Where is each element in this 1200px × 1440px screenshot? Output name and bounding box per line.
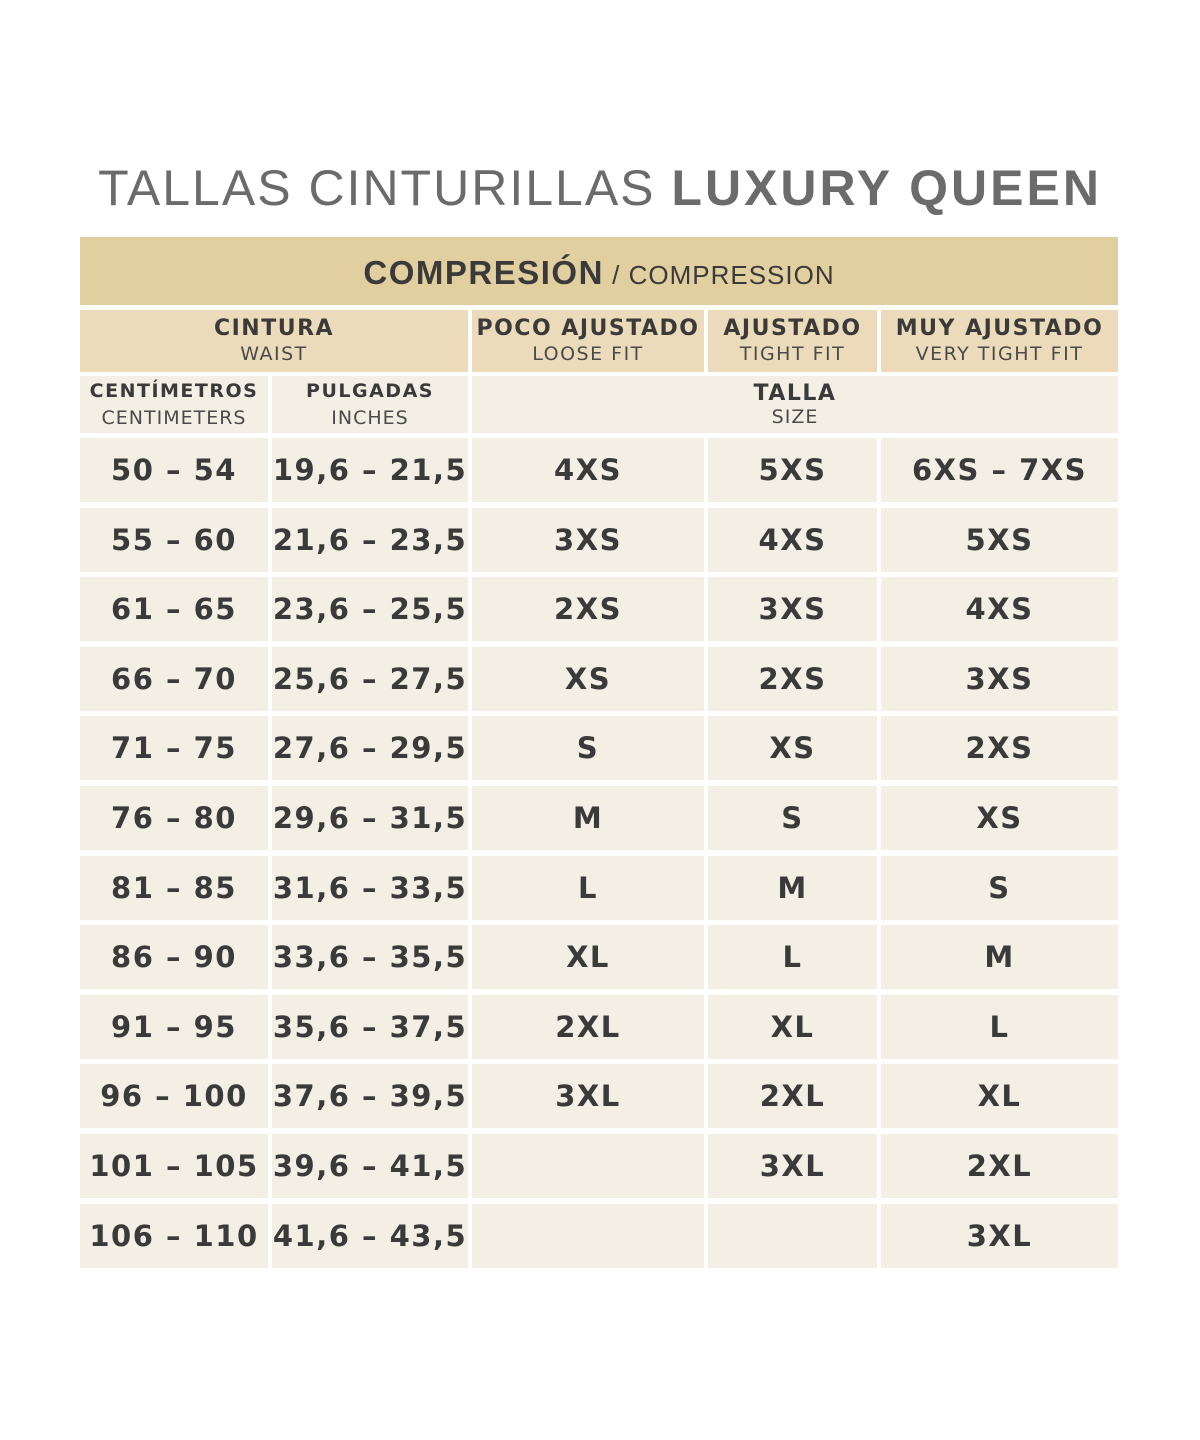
cell-tight-fit-size: 2XS xyxy=(708,647,877,711)
cell-very-tight-fit-size: 3XL xyxy=(881,1204,1118,1268)
cell-very-tight-fit-size: 4XS xyxy=(881,577,1118,641)
cell-centimeters: 86 – 90 xyxy=(80,925,268,989)
header-waist-en: WAIST xyxy=(240,343,308,365)
header-very-tight-en: VERY TIGHT FIT xyxy=(915,343,1084,365)
cell-loose-fit-size: M xyxy=(472,786,704,850)
header-waist: CINTURA WAIST xyxy=(80,310,468,372)
header-tight-fit: AJUSTADO TIGHT FIT xyxy=(708,310,877,372)
cell-tight-fit-size: 3XL xyxy=(708,1134,877,1198)
header-centimeters: CENTÍMETROS CENTIMETERS xyxy=(80,376,268,433)
header-size-en: SIZE xyxy=(771,405,819,428)
page-title: TALLAS CINTURILLAS LUXURY QUEEN xyxy=(0,158,1200,218)
header-loose-es: POCO AJUSTADO xyxy=(476,316,700,341)
cell-inches: 41,6 – 43,5 xyxy=(272,1204,468,1268)
cell-loose-fit-size: 3XS xyxy=(472,508,704,572)
cell-loose-fit-size: XL xyxy=(472,925,704,989)
cell-loose-fit-size: L xyxy=(472,856,704,920)
cell-centimeters: 81 – 85 xyxy=(80,856,268,920)
cell-inches: 23,6 – 25,5 xyxy=(272,577,468,641)
cell-very-tight-fit-size: 2XL xyxy=(881,1134,1118,1198)
cell-loose-fit-size: S xyxy=(472,716,704,780)
title-light: TALLAS CINTURILLAS xyxy=(98,160,672,216)
header-very-tight-es: MUY AJUSTADO xyxy=(895,316,1104,341)
cell-centimeters: 50 – 54 xyxy=(80,438,268,502)
cell-tight-fit-size: M xyxy=(708,856,877,920)
cell-tight-fit-size: S xyxy=(708,786,877,850)
cell-inches: 27,6 – 29,5 xyxy=(272,716,468,780)
cell-very-tight-fit-size: S xyxy=(881,856,1118,920)
header-loose-en: LOOSE FIT xyxy=(532,343,644,365)
cell-inches: 19,6 – 21,5 xyxy=(272,438,468,502)
cell-inches: 29,6 – 31,5 xyxy=(272,786,468,850)
header-size-es: TALLA xyxy=(753,380,837,406)
cell-centimeters: 101 – 105 xyxy=(80,1134,268,1198)
cell-very-tight-fit-size: L xyxy=(881,995,1118,1059)
cell-loose-fit-size xyxy=(472,1204,704,1268)
cell-loose-fit-size: XS xyxy=(472,647,704,711)
cell-very-tight-fit-size: XL xyxy=(881,1064,1118,1128)
cell-inches: 35,6 – 37,5 xyxy=(272,995,468,1059)
cell-inches: 37,6 – 39,5 xyxy=(272,1064,468,1128)
header-tight-es: AJUSTADO xyxy=(723,316,862,341)
header-waist-es: CINTURA xyxy=(213,316,335,341)
cell-centimeters: 76 – 80 xyxy=(80,786,268,850)
cell-very-tight-fit-size: XS xyxy=(881,786,1118,850)
cell-inches: 33,6 – 35,5 xyxy=(272,925,468,989)
cell-centimeters: 91 – 95 xyxy=(80,995,268,1059)
cell-centimeters: 96 – 100 xyxy=(80,1064,268,1128)
header-tight-en: TIGHT FIT xyxy=(739,343,846,365)
cell-very-tight-fit-size: 6XS – 7XS xyxy=(881,438,1118,502)
cell-tight-fit-size: L xyxy=(708,925,877,989)
compression-band: COMPRESIÓN / COMPRESSION xyxy=(80,237,1118,305)
cell-loose-fit-size: 2XS xyxy=(472,577,704,641)
header-very-tight-fit: MUY AJUSTADO VERY TIGHT FIT xyxy=(881,310,1118,372)
cell-tight-fit-size: 4XS xyxy=(708,508,877,572)
cell-centimeters: 55 – 60 xyxy=(80,508,268,572)
cell-very-tight-fit-size: M xyxy=(881,925,1118,989)
header-cm-en: CENTIMETERS xyxy=(101,406,247,429)
cell-loose-fit-size xyxy=(472,1134,704,1198)
cell-tight-fit-size: 2XL xyxy=(708,1064,877,1128)
compression-label-en: / COMPRESSION xyxy=(603,260,835,290)
header-size: TALLA SIZE xyxy=(472,376,1118,433)
cell-inches: 25,6 – 27,5 xyxy=(272,647,468,711)
cell-very-tight-fit-size: 3XS xyxy=(881,647,1118,711)
header-inches: PULGADAS INCHES xyxy=(272,376,468,433)
cell-loose-fit-size: 3XL xyxy=(472,1064,704,1128)
cell-tight-fit-size: 5XS xyxy=(708,438,877,502)
cell-tight-fit-size xyxy=(708,1204,877,1268)
title-brand: LUXURY QUEEN xyxy=(671,160,1102,216)
cell-loose-fit-size: 4XS xyxy=(472,438,704,502)
cell-centimeters: 106 – 110 xyxy=(80,1204,268,1268)
cell-inches: 21,6 – 23,5 xyxy=(272,508,468,572)
cell-very-tight-fit-size: 2XS xyxy=(881,716,1118,780)
cell-tight-fit-size: 3XS xyxy=(708,577,877,641)
cell-tight-fit-size: XL xyxy=(708,995,877,1059)
cell-inches: 31,6 – 33,5 xyxy=(272,856,468,920)
cell-centimeters: 61 – 65 xyxy=(80,577,268,641)
cell-tight-fit-size: XS xyxy=(708,716,877,780)
header-cm-es: CENTÍMETROS xyxy=(89,379,259,402)
cell-very-tight-fit-size: 5XS xyxy=(881,508,1118,572)
header-loose-fit: POCO AJUSTADO LOOSE FIT xyxy=(472,310,704,372)
cell-centimeters: 71 – 75 xyxy=(80,716,268,780)
cell-inches: 39,6 – 41,5 xyxy=(272,1134,468,1198)
cell-centimeters: 66 – 70 xyxy=(80,647,268,711)
cell-loose-fit-size: 2XL xyxy=(472,995,704,1059)
header-inches-en: INCHES xyxy=(331,406,409,429)
compression-label-es: COMPRESIÓN xyxy=(363,254,604,291)
header-inches-es: PULGADAS xyxy=(306,379,434,402)
